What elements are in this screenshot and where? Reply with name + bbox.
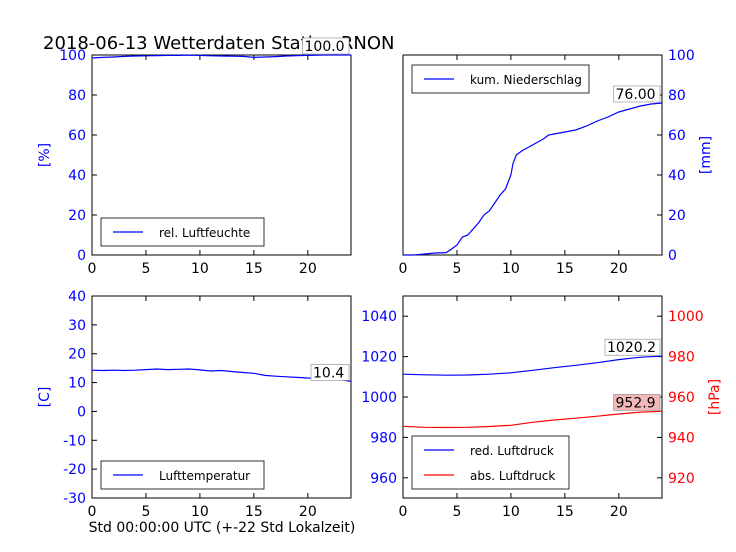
x-tick-label-precipitation: 10 — [502, 261, 520, 277]
series-line-pressure-red-luftdruck — [402, 355, 663, 376]
x-tick-label-temperature: 5 — [141, 504, 150, 520]
y-tick-label-humidity: 100 — [59, 48, 86, 64]
x-tick-label-precipitation: 20 — [610, 261, 628, 277]
y-axis-label-temperature: [C] — [37, 387, 53, 408]
last-value-label-humidity-box — [302, 37, 350, 55]
plot-frame-temperature — [91, 295, 352, 499]
y-tick-label-precipitation: 100 — [668, 48, 695, 64]
last-value-label-pressure-abs-box — [613, 394, 661, 411]
y-tick-label-temperature: -10 — [63, 433, 86, 449]
x-tick-label-pressure: 15 — [556, 504, 574, 520]
legend-box-pressure — [411, 435, 570, 490]
x-tick-label-humidity: 0 — [88, 261, 97, 277]
x-tick-label-temperature: 0 — [88, 504, 97, 520]
y-axis-label-precipitation: [mm] — [698, 136, 714, 174]
y2-tick-label-pressure: 980 — [668, 350, 695, 366]
x-tick-label-temperature: 15 — [245, 504, 263, 520]
figure-xlabel: Std 00:00:00 UTC (+-22 Std Lokalzeit) — [89, 520, 356, 536]
y-tick-label-temperature: 30 — [68, 318, 86, 334]
last-value-label-precipitation: 76.00 — [616, 87, 656, 103]
series-line-pressure-abs-luftdruck — [402, 410, 663, 429]
panel-humidity: 0 5 10 15 20 0 20 40 60 80 100 [%] 100.0 rel. Luftfeu… — [37, 37, 352, 277]
panel-pressure: 0 5 10 15 20 960 980 1000 1020 1040 920 940 960 980 10… — [361, 295, 723, 520]
y-tick-label-humidity: 60 — [68, 128, 86, 144]
series-line-precipitation-kum-niederschlag — [403, 102, 663, 256]
y-tick-label-temperature: -20 — [63, 462, 86, 478]
y-tick-label-pressure: 980 — [370, 430, 397, 446]
x-tick-label-pressure: 10 — [502, 504, 520, 520]
y2-tick-label-pressure: 960 — [668, 390, 695, 406]
plot-frame-humidity — [91, 54, 352, 256]
x-tick-label-precipitation: 0 — [399, 261, 408, 277]
legend-label-humidity: rel. Luftfeuchte — [159, 226, 250, 240]
y-tick-label-temperature: -30 — [63, 491, 86, 507]
y-tick-label-temperature: 20 — [68, 347, 86, 363]
y-tick-label-temperature: 10 — [68, 376, 86, 392]
y-tick-label-precipitation: 20 — [668, 208, 686, 224]
y-tick-label-pressure: 1020 — [361, 350, 397, 366]
x-tick-label-humidity: 15 — [245, 261, 263, 277]
y-tick-label-precipitation: 40 — [668, 168, 686, 184]
x-tick-label-precipitation: 5 — [452, 261, 461, 277]
last-value-label-pressure-red: 1020.2 — [607, 340, 656, 356]
x-tick-label-humidity: 10 — [191, 261, 209, 277]
series-line-humidity-rel-luftfeuchte — [91, 54, 351, 59]
x-tick-label-humidity: 20 — [299, 261, 317, 277]
y-tick-label-temperature: 40 — [68, 289, 86, 305]
y2-tick-label-pressure: 920 — [668, 471, 695, 487]
last-value-label-pressure-red-box — [604, 338, 661, 356]
x-tick-label-temperature: 20 — [299, 504, 317, 520]
x-tick-label-pressure: 20 — [610, 504, 628, 520]
y2-tick-label-pressure: 1000 — [668, 309, 704, 325]
y-tick-label-humidity: 80 — [68, 88, 86, 104]
plot-frame-precipitation — [402, 54, 663, 256]
y-tick-label-precipitation: 0 — [668, 248, 677, 264]
last-value-label-temperature: 10.4 — [313, 365, 344, 381]
y2-axis-label-pressure: [hPa] — [707, 379, 723, 415]
x-tick-label-precipitation: 15 — [556, 261, 574, 277]
legend-label-temperature: Lufttemperatur — [159, 469, 250, 483]
last-value-label-temperature-box — [310, 364, 350, 381]
x-tick-label-pressure: 5 — [452, 504, 461, 520]
x-tick-label-temperature: 10 — [191, 504, 209, 520]
y-tick-label-pressure: 1040 — [361, 309, 397, 325]
legend-label-precipitation: kum. Niederschlag — [470, 73, 582, 87]
y-tick-label-pressure: 1000 — [361, 390, 397, 406]
last-value-label-humidity: 100.0 — [305, 39, 345, 55]
last-value-label-precipitation-box — [613, 85, 661, 103]
y-tick-label-precipitation: 80 — [668, 88, 686, 104]
legend-label-pressure: abs. Luftdruck — [470, 469, 555, 483]
y-tick-label-humidity: 40 — [68, 168, 86, 184]
last-value-label-pressure-abs: 952.9 — [616, 395, 656, 411]
y-tick-label-precipitation: 60 — [668, 128, 686, 144]
y-tick-label-humidity: 0 — [77, 248, 86, 264]
y-tick-label-humidity: 20 — [68, 208, 86, 224]
y-axis-label-humidity: [%] — [37, 143, 53, 167]
x-tick-label-humidity: 5 — [141, 261, 150, 277]
legend-label-pressure: red. Luftdruck — [470, 444, 554, 458]
y2-tick-label-pressure: 940 — [668, 430, 695, 446]
panel-precipitation: 0 5 10 15 20 0 20 40 60 80 100 [mm] 76.00 kum. Nieder… — [399, 48, 714, 277]
y-tick-label-pressure: 960 — [370, 471, 397, 487]
x-tick-label-pressure: 0 — [399, 504, 408, 520]
series-line-temperature-lufttemperatur — [91, 368, 352, 382]
panel-temperature: 0 5 10 15 20 -30 -20 -10 0 10 20 30 40 [C] 10.4 Lufttem… — [37, 289, 352, 520]
y-tick-label-temperature: 0 — [77, 404, 86, 420]
